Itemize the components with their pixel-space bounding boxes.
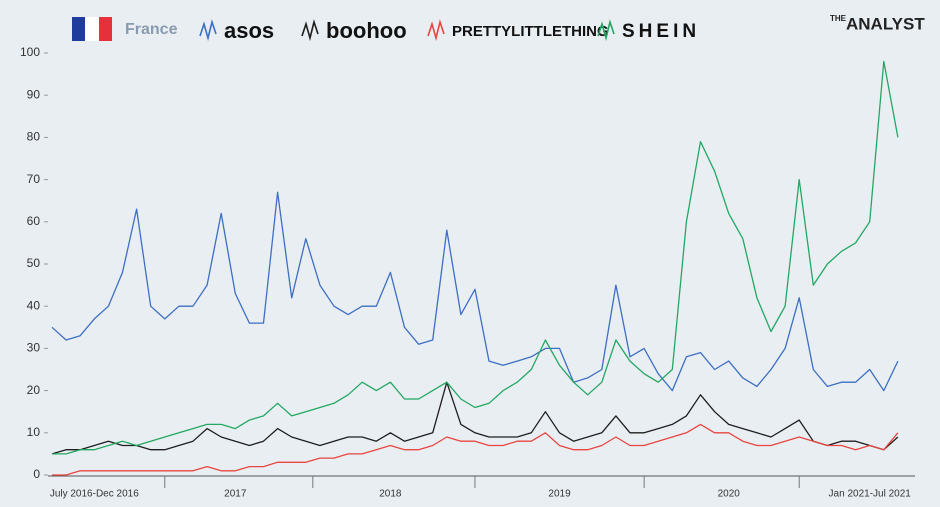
legend-label: asos	[224, 18, 274, 43]
series-line	[51, 191, 899, 392]
flag-blue	[72, 17, 85, 41]
y-tick-label: 100	[20, 45, 40, 59]
x-tick-label: July 2016-Dec 2016	[50, 489, 139, 500]
y-tick-label: 50	[27, 256, 41, 270]
y-tick-label: 0	[33, 467, 40, 481]
legend-icon	[427, 19, 445, 42]
y-tick-label: 70	[27, 172, 41, 186]
legend-label: SHEIN	[622, 21, 700, 42]
logo-small: THE	[830, 14, 847, 23]
y-tick-label: 60	[27, 214, 41, 228]
x-tick-label: 2020	[718, 489, 741, 500]
legend-icon	[199, 19, 217, 42]
x-tick-label: 2019	[548, 489, 571, 500]
flag-red	[99, 17, 112, 41]
y-tick-label: 80	[27, 130, 41, 144]
legend-icon	[301, 19, 319, 42]
legend-label: boohoo	[326, 18, 407, 43]
y-tick-label: 10	[27, 425, 41, 439]
x-tick-label: Jan 2021-Jul 2021	[829, 489, 912, 500]
x-tick-label: 2017	[224, 489, 247, 500]
y-tick-label: 90	[27, 87, 41, 101]
series-line	[52, 60, 899, 455]
legend-label: PRETTYLITTLETHING	[452, 23, 609, 40]
series-line	[51, 381, 899, 455]
flag-white	[85, 17, 99, 41]
country-label: France	[125, 21, 178, 38]
y-tick-label: 20	[27, 383, 41, 397]
legend-icon	[597, 19, 615, 42]
logo: ANALYST	[846, 14, 925, 33]
y-tick-label: 30	[27, 341, 41, 355]
x-tick-label: 2018	[379, 489, 402, 500]
series-line	[52, 423, 899, 476]
y-tick-label: 40	[27, 298, 41, 312]
